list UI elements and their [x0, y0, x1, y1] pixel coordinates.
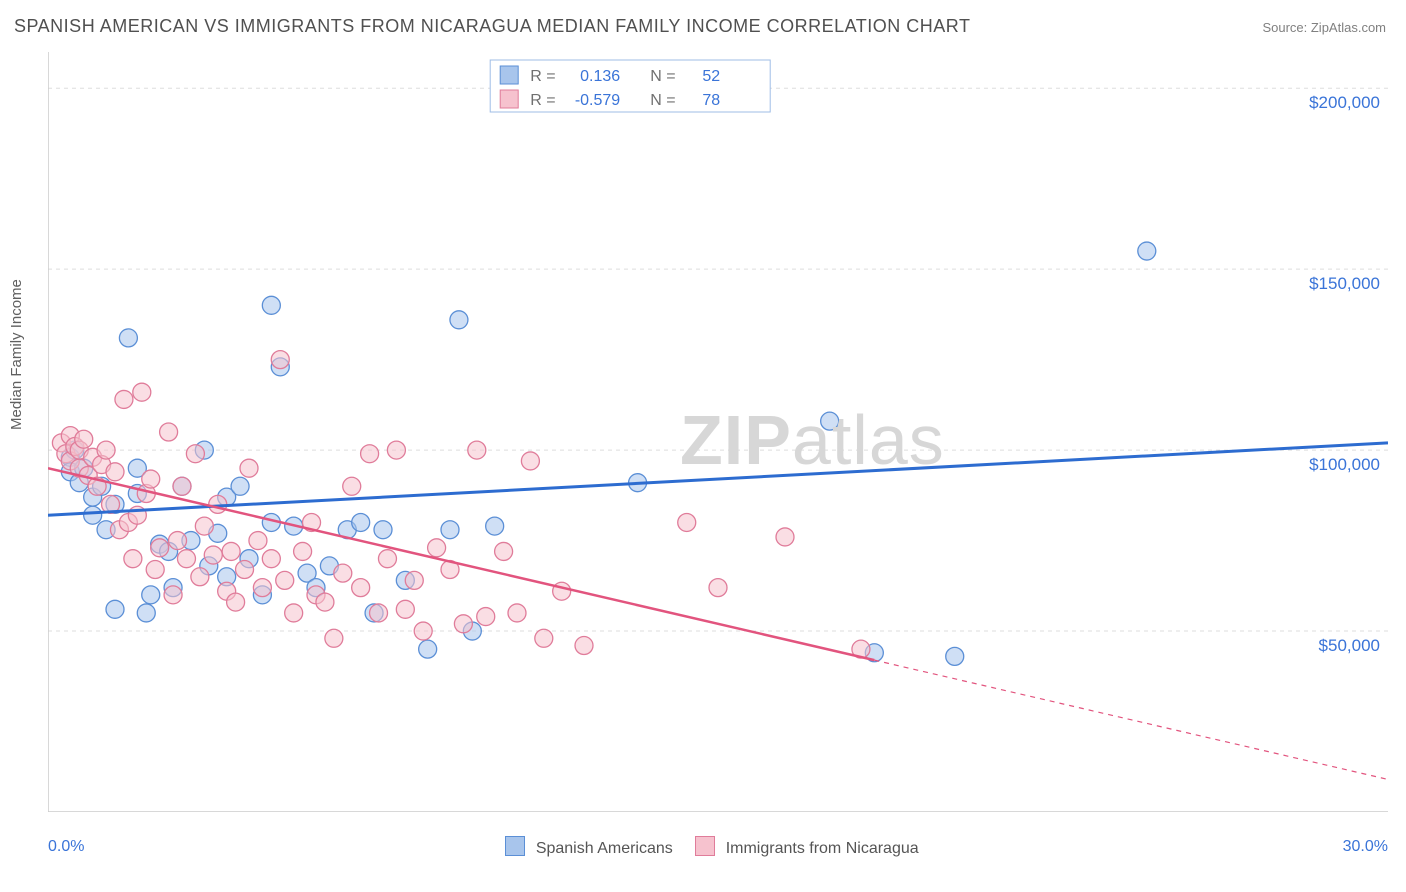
svg-text:N =: N = [650, 68, 675, 85]
svg-text:0.136: 0.136 [580, 68, 620, 85]
chart-title: SPANISH AMERICAN VS IMMIGRANTS FROM NICA… [14, 16, 970, 37]
svg-text:R =: R = [530, 68, 555, 85]
legend-label-spanish: Spanish Americans [536, 840, 673, 857]
scatter-plot: $50,000 $100,000 $150,000 $200,000 R = 0.136 N… [48, 52, 1388, 812]
svg-text:$150,000: $150,000 [1309, 274, 1380, 293]
legend-swatch-spanish [505, 836, 525, 856]
legend-swatch-nicaragua [695, 836, 715, 856]
svg-text:R =: R = [530, 92, 555, 109]
legend-label-nicaragua: Immigrants from Nicaragua [726, 840, 919, 857]
svg-text:$200,000: $200,000 [1309, 93, 1380, 112]
y-axis-label: Median Family Income [8, 279, 25, 430]
source-attribution: Source: ZipAtlas.com [1262, 20, 1386, 35]
series-legend: Spanish Americans Immigrants from Nicara… [0, 836, 1406, 858]
svg-text:$100,000: $100,000 [1309, 455, 1380, 474]
svg-text:$50,000: $50,000 [1319, 636, 1380, 655]
svg-text:52: 52 [702, 68, 720, 85]
svg-text:-0.579: -0.579 [575, 92, 620, 109]
svg-text:N =: N = [650, 92, 675, 109]
svg-text:78: 78 [702, 92, 720, 109]
